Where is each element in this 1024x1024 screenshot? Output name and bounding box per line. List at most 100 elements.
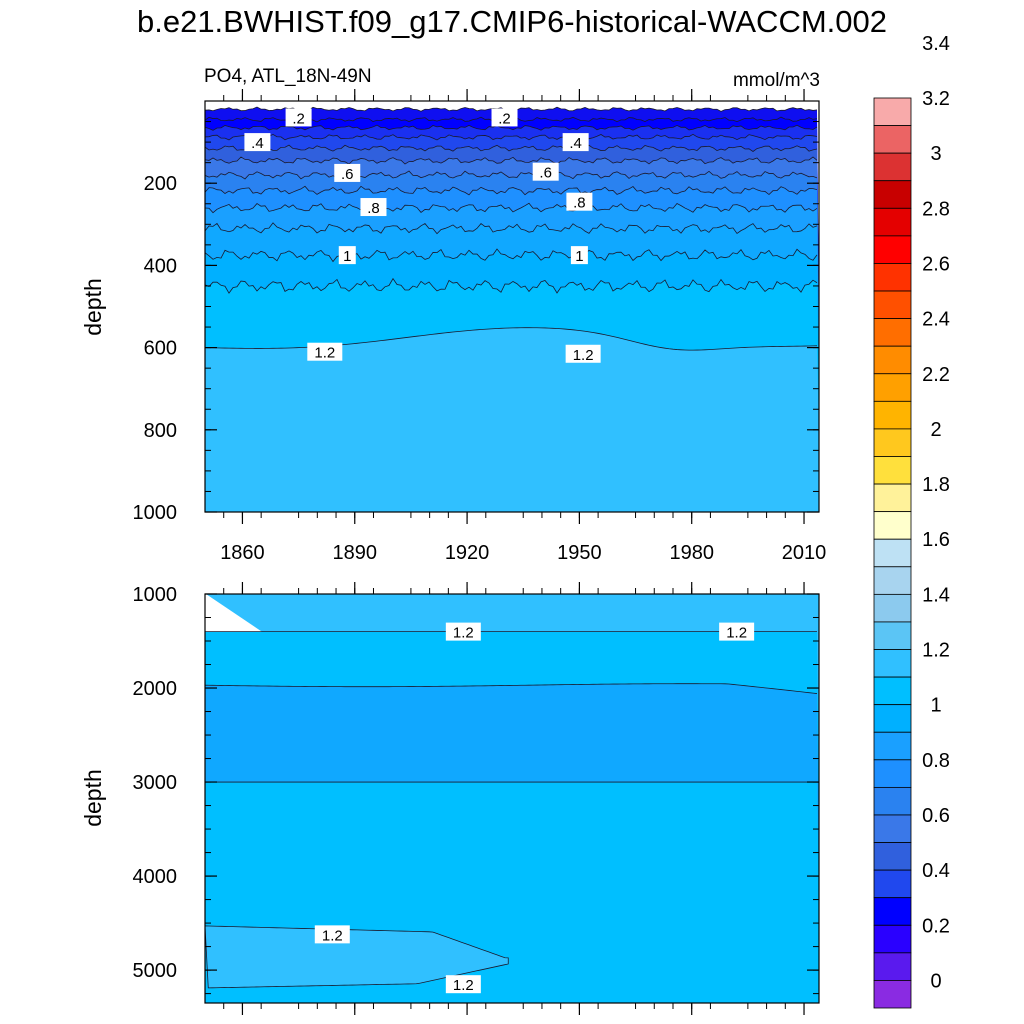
lower-contour-label-box	[314, 925, 350, 944]
upper-panel: .2 .2 .4 .4 .6 .6 .8 .8 1 1 1.2 1.2 200 400 600 800 100…	[80, 66, 826, 564]
colorbar-label: 0.2	[922, 915, 950, 937]
lower-contour-label: 1.2	[453, 625, 474, 642]
upper-contour-label-box	[566, 192, 593, 211]
upper-contour-label-box	[244, 133, 271, 152]
lower-contour-label: 1.2	[322, 927, 343, 944]
colorbar-label: 1.8	[922, 474, 950, 496]
colorbar-swatch	[873, 869, 912, 899]
upper-axes: 200 400 600 800 1000 1860 1890 1920 1950 1980 2010	[133, 89, 827, 564]
colorbar-swatch	[873, 897, 912, 926]
upper-contour-label: .6	[539, 165, 552, 182]
lower-contour-labels: 1.2 1.2 1.2 1.2	[314, 622, 755, 994]
lower-contour-line	[205, 683, 818, 694]
x-tick-label: 1950	[557, 542, 602, 564]
upper-contour-label: 1	[575, 248, 583, 265]
colorbar-label: 0.8	[922, 750, 950, 772]
upper-y-tick-label: 800	[144, 420, 177, 442]
colorbar-swatch	[873, 538, 912, 568]
upper-contour-label-box	[491, 108, 518, 127]
upper-contour-line	[205, 185, 818, 196]
colorbar-label: 0.6	[922, 805, 950, 827]
colorbar-swatch	[873, 842, 912, 871]
colorbar-swatch	[873, 924, 912, 954]
chart-title: b.e21.BWHIST.f09_g17.CMIP6-historical-WA…	[136, 4, 887, 39]
upper-y-tick-label: 1000	[133, 502, 178, 524]
colorbar-swatch	[873, 759, 912, 788]
upper-contour-labels: .2 .2 .4 .4 .6 .6 .8 .8 1 1 1.2 1.2	[244, 108, 601, 364]
upper-contour-label-box	[570, 246, 588, 265]
x-tick-label: 1890	[333, 542, 378, 564]
upper-contour-line	[205, 144, 818, 152]
colorbar-label: 3.2	[922, 88, 950, 110]
lower-y-tick-label: 3000	[133, 772, 178, 794]
colorbar-swatch	[873, 290, 912, 320]
upper-contour-line	[205, 202, 818, 214]
upper-y-tick-label: 400	[144, 255, 177, 277]
upper-contour-line	[205, 170, 818, 180]
upper-contour-label: .8	[367, 200, 380, 217]
upper-contour-line	[205, 327, 818, 351]
colorbar-swatch	[873, 704, 912, 733]
colorbar-label: 3	[930, 143, 941, 165]
colorbar-swatch	[873, 97, 912, 126]
upper-contour-line	[205, 156, 818, 165]
colorbar-swatch	[873, 207, 912, 237]
colorbar-swatch	[873, 731, 912, 761]
upper-contour-label-box	[562, 133, 589, 152]
colorbar-label: 3.4	[922, 33, 950, 55]
colorbar-swatch	[873, 125, 912, 154]
upper-contour-label-box	[334, 163, 361, 182]
upper-y-axis-label: depth	[80, 278, 106, 336]
colorbar-label: 1.2	[922, 640, 950, 662]
upper-y-tick-label: 200	[144, 173, 177, 195]
upper-contour-line	[205, 277, 818, 294]
lower-y-tick-label: 5000	[133, 960, 178, 982]
upper-contour-label: 1.2	[314, 345, 335, 362]
colorbar-swatch	[873, 786, 912, 816]
lower-contour-fills	[205, 594, 819, 1003]
colorbar-label: 1.6	[922, 529, 950, 551]
colorbar-label: 0.4	[922, 860, 950, 882]
colorbar-swatch	[873, 649, 912, 678]
upper-contour-label-box	[532, 162, 559, 181]
lower-contour-label: 1.2	[453, 977, 474, 994]
upper-contour-line	[205, 133, 818, 141]
upper-contour-label: 1.2	[573, 347, 594, 364]
upper-contour-label-box	[565, 344, 601, 363]
colorbar-label: 2.4	[922, 309, 950, 331]
colorbar-swatch	[873, 373, 912, 402]
lower-y-tick-label: 2000	[133, 678, 178, 700]
upper-contour-label-box	[338, 246, 356, 265]
x-tick-label: 1980	[669, 542, 714, 564]
upper-contour-label: .8	[573, 195, 586, 212]
lower-contour-label-box	[719, 622, 755, 641]
colorbar-swatch	[873, 593, 912, 623]
upper-contour-label: .6	[341, 166, 354, 183]
lower-y-axis-label: depth	[80, 769, 106, 827]
upper-contour-line	[205, 222, 818, 235]
colorbar-swatch	[873, 345, 912, 375]
upper-y-tick-label: 600	[144, 338, 177, 360]
upper-contour-label-box	[360, 198, 387, 217]
colorbar-label: 2.8	[922, 198, 950, 220]
lower-y-tick-label: 4000	[133, 866, 178, 888]
lower-plot-frame	[204, 593, 820, 1004]
upper-contour-line	[205, 248, 818, 263]
colorbar-swatch	[873, 318, 912, 347]
lower-deep-contour-region	[205, 925, 509, 989]
upper-contour-label: .4	[251, 135, 264, 152]
upper-contour-fill	[205, 327, 819, 512]
colorbar-label: 2.2	[922, 364, 950, 386]
lower-contour-label-box	[445, 975, 481, 994]
colorbar-label: 1	[930, 695, 941, 717]
upper-contour-fills	[205, 106, 819, 512]
lower-y-tick-label: 1000	[133, 584, 178, 606]
colorbar-label: 1.4	[922, 584, 950, 606]
upper-contour-label-box	[307, 342, 343, 361]
colorbar-swatch	[873, 235, 912, 264]
colorbar-swatch	[873, 456, 912, 485]
x-tick-label: 2010	[782, 542, 827, 564]
colorbar-swatch	[873, 952, 912, 981]
colorbar-swatch	[873, 180, 912, 209]
